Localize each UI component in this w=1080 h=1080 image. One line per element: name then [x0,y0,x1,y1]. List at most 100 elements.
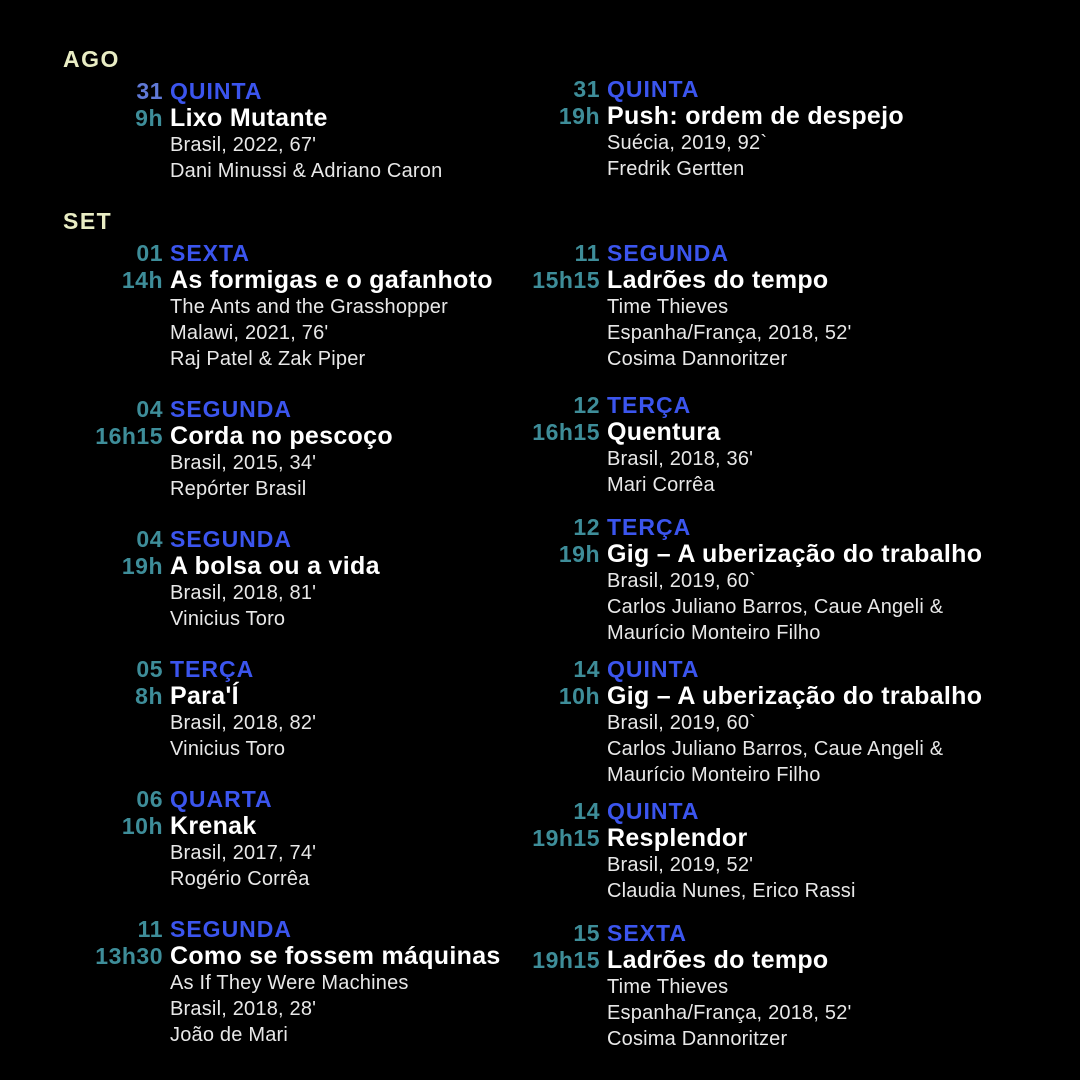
screening-day: 14 [573,798,600,824]
screening-day: 12 [573,514,600,540]
screening-detail-line: Repórter Brasil [170,478,307,500]
screening-time: 14h [121,267,163,293]
screening-weekday: SEXTA [607,920,687,946]
screening-details: Brasil, 2018, 36' Mari Corrêa [607,446,1080,498]
screening-entry: 11 SEGUNDA 13h30 Como se fossem máquinas… [63,916,528,1048]
screening-weekday: QUINTA [607,656,700,682]
screening-time: 9h [135,105,163,131]
screening-entry: 06 QUARTA 10h Krenak Brasil, 2017, 74' Ro… [63,786,528,892]
screening-detail-line: Time Thieves [607,296,729,318]
screening-detail-line: Vinicius Toro [170,738,286,760]
screening-weekday: TERÇA [607,392,692,418]
screening-weekday: SEXTA [170,240,250,266]
screening-title: Corda no pescoço [170,422,393,450]
screening-detail-line: Vinicius Toro [170,608,286,630]
screening-weekday: SEGUNDA [607,240,730,266]
screening-detail-line: Cosima Dannoritzer [607,1028,788,1050]
screening-time: 19h [121,553,163,579]
screening-entry: 01 SEXTA 14h As formigas e o gafanhoto T… [63,240,528,372]
month-section: SET 01 SEXTA 14h As formigas e o gafanho… [63,208,528,1048]
screening-title: As formigas e o gafanhoto [170,266,493,294]
screening-day: 05 [136,656,163,682]
column-left: AGO 31 QUINTA 9h Lixo Mutante Brasil, 20… [0,46,528,1080]
screening-day: 14 [573,656,600,682]
screening-detail-line: Brasil, 2022, 67' [170,134,317,156]
month-label: SET [63,208,113,234]
screening-time: 19h [558,541,600,567]
screening-day: 15 [573,920,600,946]
screening-weekday: SEGUNDA [170,396,293,422]
screening-weekday: QUARTA [170,786,273,812]
screening-detail-line: Carlos Juliano Barros, Caue Angeli & [607,596,944,618]
screening-detail-line: Malawi, 2021, 76' [170,322,329,344]
screening-detail-line: Rogério Corrêa [170,868,310,890]
screening-detail-line: Fredrik Gertten [607,158,745,180]
screening-details: Time Thieves Espanha/França, 2018, 52' Cos… [607,974,1080,1052]
screening-title: A bolsa ou a vida [170,552,380,580]
screening-detail-line: Brasil, 2015, 34' [170,452,317,474]
screening-detail-line: Brasil, 2019, 60` [607,570,757,592]
screening-detail-line: Mari Corrêa [607,474,715,496]
screening-title: Ladrões do tempo [607,946,829,974]
screening-day: 01 [136,240,163,266]
screening-detail-line: Brasil, 2018, 36' [607,448,754,470]
screening-detail-line: Dani Minussi & Adriano Caron [170,160,443,182]
screening-entry: 31 QUINTA 9h Lixo Mutante Brasil, 2022, … [63,78,528,184]
screening-detail-line: Maurício Monteiro Filho [607,764,821,786]
screening-detail-line: Brasil, 2018, 82' [170,712,317,734]
screening-details: Brasil, 2015, 34' Repórter Brasil [170,450,528,502]
screening-day: 06 [136,786,163,812]
screening-day: 31 [573,76,600,102]
screening-details: Brasil, 2017, 74' Rogério Corrêa [170,840,528,892]
screening-details: Brasil, 2018, 81' Vinicius Toro [170,580,528,632]
screening-detail-line: Brasil, 2019, 52' [607,854,754,876]
screening-entry: 12 TERÇA 16h15 Quentura Brasil, 2018, 36… [528,392,1080,498]
screening-detail-line: Espanha/França, 2018, 52' [607,1002,852,1024]
screening-detail-line: The Ants and the Grasshopper [170,296,448,318]
screening-details: Brasil, 2019, 52' Claudia Nunes, Erico Ra… [607,852,1080,904]
screening-day: 12 [573,392,600,418]
screening-title: Para'Í [170,682,239,710]
screening-day: 04 [136,526,163,552]
screening-day: 31 [136,78,163,104]
screening-details: The Ants and the Grasshopper Malawi, 2021… [170,294,528,372]
screening-details: Brasil, 2019, 60` Carlos Juliano Barros, … [607,568,1080,646]
screening-entry: 04 SEGUNDA 16h15 Corda no pescoço Brasil… [63,396,528,502]
screening-time: 10h [558,683,600,709]
screening-details: Suécia, 2019, 92` Fredrik Gertten [607,130,1080,182]
screening-entry: 12 TERÇA 19h Gig – A uberização do traba… [528,514,1080,646]
screening-detail-line: Suécia, 2019, 92` [607,132,768,154]
screening-detail-line: Raj Patel & Zak Piper [170,348,366,370]
screening-detail-line: João de Mari [170,1024,289,1046]
screening-title: Gig – A uberização do trabalho [607,682,983,710]
screening-day: 04 [136,396,163,422]
screening-detail-line: As If They Were Machines [170,972,409,994]
screening-time: 19h [558,103,600,129]
screening-detail-line: Carlos Juliano Barros, Caue Angeli & [607,738,944,760]
screening-weekday: TERÇA [170,656,255,682]
screening-title: Krenak [170,812,257,840]
screening-entry: 05 TERÇA 8h Para'Í Brasil, 2018, 82' Vini… [63,656,528,762]
screening-weekday: TERÇA [607,514,692,540]
month-section: 31 QUINTA 19h Push: ordem de despejo Sué… [528,76,1080,1052]
screening-detail-line: Brasil, 2018, 81' [170,582,317,604]
screening-detail-line: Brasil, 2018, 28' [170,998,317,1020]
screening-title: Push: ordem de despejo [607,102,904,130]
screening-title: Como se fossem máquinas [170,942,501,970]
screening-detail-line: Maurício Monteiro Filho [607,622,821,644]
screening-day: 11 [574,240,600,266]
screening-detail-line: Claudia Nunes, Erico Rassi [607,880,856,902]
screening-weekday: SEGUNDA [170,916,293,942]
screening-title: Ladrões do tempo [607,266,829,294]
screening-entry: 31 QUINTA 19h Push: ordem de despejo Sué… [528,76,1080,182]
screening-time: 13h30 [95,943,163,969]
screening-entry: 14 QUINTA 19h15 Resplendor Brasil, 2019,… [528,798,1080,904]
screening-day: 11 [137,916,163,942]
screening-time: 16h15 [532,419,600,445]
screening-time: 19h15 [532,947,600,973]
screening-time: 15h15 [532,267,600,293]
screening-weekday: QUINTA [170,78,263,104]
screening-entry: 14 QUINTA 10h Gig – A uberização do trab… [528,656,1080,788]
screening-title: Quentura [607,418,721,446]
